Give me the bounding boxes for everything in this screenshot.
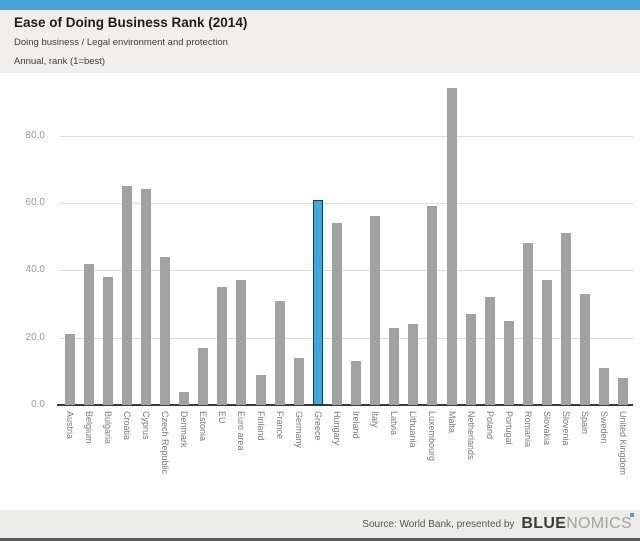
- bar-germany[interactable]: [294, 358, 304, 405]
- y-tick-label: 40.0: [25, 264, 45, 276]
- x-label-czech-republic: Czech Republic: [160, 411, 170, 475]
- bar-united-kingdom[interactable]: [618, 378, 628, 405]
- chart-header: Ease of Doing Business Rank (2014) Doing…: [0, 10, 640, 73]
- x-label-denmark: Denmark: [179, 411, 189, 448]
- x-label-finland: Finland: [256, 411, 266, 441]
- bar-lithuania[interactable]: [408, 324, 418, 405]
- x-label-belgium: Belgium: [84, 411, 94, 444]
- x-label-austria: Austria: [65, 411, 75, 440]
- frequency-note: Annual, rank (1=best): [14, 56, 106, 67]
- gridline-20: [60, 337, 633, 339]
- x-label-united-kingdom: United Kingdom: [618, 411, 628, 476]
- bar-malta[interactable]: [447, 88, 457, 405]
- bottom-border: [0, 538, 640, 541]
- bar-cyprus[interactable]: [141, 189, 151, 405]
- bar-poland[interactable]: [485, 297, 495, 405]
- gridline-80: [60, 135, 633, 137]
- x-label-eu: EU: [217, 411, 227, 424]
- x-label-estonia: Estonia: [198, 411, 208, 442]
- brand-bold: BLUE: [521, 515, 567, 532]
- x-label-france: France: [275, 411, 285, 440]
- gridline-40: [60, 270, 633, 272]
- chart-subtitle: Doing business / Legal environment and p…: [14, 37, 228, 48]
- gridline-60: [60, 202, 633, 204]
- bar-austria[interactable]: [65, 334, 75, 405]
- bar-slovakia[interactable]: [542, 280, 552, 405]
- bar-euro-area[interactable]: [236, 280, 246, 405]
- bar-czech-republic[interactable]: [160, 257, 170, 405]
- x-label-ireland: Ireland: [351, 411, 361, 439]
- x-label-portugal: Portugal: [504, 411, 514, 445]
- bar-estonia[interactable]: [198, 348, 208, 405]
- bar-france[interactable]: [275, 301, 285, 405]
- x-label-netherlands: Netherlands: [466, 411, 476, 460]
- x-label-cyprus: Cyprus: [141, 411, 151, 440]
- bar-bulgaria[interactable]: [103, 277, 113, 405]
- bar-hungary[interactable]: [332, 223, 342, 405]
- bar-finland[interactable]: [256, 375, 266, 405]
- bar-greece[interactable]: [313, 200, 323, 405]
- bar-luxembourg[interactable]: [427, 206, 437, 405]
- bar-ireland[interactable]: [351, 361, 361, 405]
- x-label-sweden: Sweden: [599, 411, 609, 444]
- x-label-malta: Malta: [447, 411, 457, 434]
- source-line: Source: World Bank, presented by BLUENOM…: [362, 510, 634, 538]
- x-label-croatia: Croatia: [122, 411, 132, 441]
- x-label-romania: Romania: [523, 411, 533, 448]
- x-label-slovenia: Slovenia: [561, 411, 571, 446]
- bluenomics-logo[interactable]: BLUENOMICS: [521, 513, 634, 532]
- source-text: Source: World Bank, presented by: [362, 518, 515, 530]
- x-label-lithuania: Lithuania: [408, 411, 418, 448]
- x-label-euro-area: Euro area: [236, 411, 246, 451]
- brand-accent-mark: [630, 513, 634, 517]
- bar-croatia[interactable]: [122, 186, 132, 405]
- bar-eu[interactable]: [217, 287, 227, 405]
- bar-latvia[interactable]: [389, 328, 399, 405]
- brand-light: NOMICS: [566, 515, 632, 532]
- bar-netherlands[interactable]: [466, 314, 476, 405]
- x-label-latvia: Latvia: [389, 411, 399, 436]
- x-label-spain: Spain: [580, 411, 590, 435]
- chart-area: 0.0 20.0 40.0 60.0 80.0 Austria Belgium Bulgari…: [0, 73, 640, 510]
- y-tick-label: 80.0: [25, 129, 45, 141]
- x-label-italy: Italy: [370, 411, 380, 428]
- bar-sweden[interactable]: [599, 368, 609, 405]
- x-label-luxembourg: Luxembourg: [427, 411, 437, 462]
- page-title: Ease of Doing Business Rank (2014): [14, 15, 248, 30]
- bar-portugal[interactable]: [504, 321, 514, 405]
- bar-spain[interactable]: [580, 294, 590, 405]
- bar-italy[interactable]: [370, 216, 380, 405]
- chart-footer: Source: World Bank, presented by BLUENOM…: [0, 510, 640, 538]
- bar-belgium[interactable]: [84, 264, 94, 405]
- x-label-greece: Greece: [313, 411, 323, 441]
- bar-plot: 0.0 20.0 40.0 60.0 80.0 Austria Belgium Bulgari…: [0, 73, 640, 510]
- x-label-slovakia: Slovakia: [542, 411, 552, 446]
- bar-slovenia[interactable]: [561, 233, 571, 405]
- y-tick-label: 0.0: [31, 399, 45, 410]
- y-tick-label: 20.0: [25, 331, 45, 343]
- bar-romania[interactable]: [523, 243, 533, 405]
- bar-denmark[interactable]: [179, 392, 189, 405]
- y-tick-label: 60.0: [25, 196, 45, 208]
- top-accent-bar: [0, 0, 640, 10]
- x-label-bulgaria: Bulgaria: [103, 411, 113, 445]
- x-label-poland: Poland: [485, 411, 495, 440]
- gridline-0: [57, 404, 633, 406]
- x-label-hungary: Hungary: [332, 411, 342, 446]
- x-label-germany: Germany: [294, 411, 304, 449]
